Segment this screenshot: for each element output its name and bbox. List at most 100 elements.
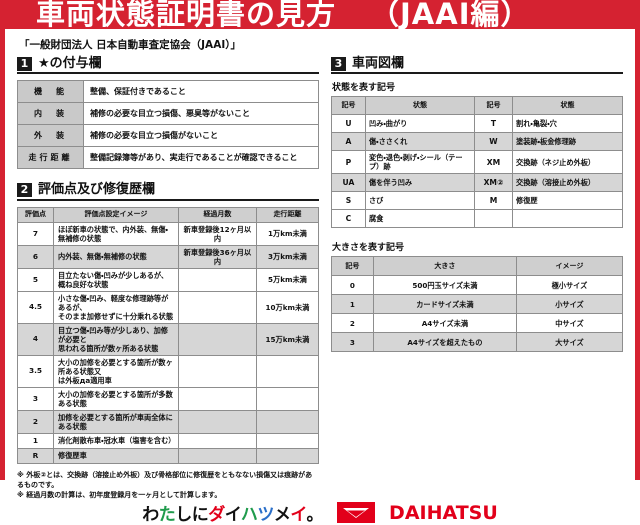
- size-table-subtitle: 大きさを表す記号: [331, 243, 404, 254]
- symbol-code: [474, 209, 513, 229]
- eval-months: [177, 432, 257, 449]
- table-row: 4.5 小さな傷・凹み、軽度な修理跡等があるが、 そのまま加修せずに十分乗れる状…: [17, 290, 319, 324]
- symbol-desc: 割れ・亀裂・穴: [512, 114, 623, 134]
- size-desc: カードサイズ未満: [372, 294, 517, 315]
- slogan-char: し: [175, 505, 192, 525]
- symbol-code: W: [474, 132, 513, 152]
- eval-point: 7: [17, 221, 54, 246]
- table-row: 4 目立つ傷・凹み等が少しあり、加修が必要と 思われる箇所が数ヶ所ある状態 15…: [17, 322, 319, 356]
- table-row: 2 加修を必要とする箇所が車両全体にある状態: [17, 409, 319, 434]
- section1-heading: 1 ★の付与欄: [17, 56, 319, 75]
- symbol-code: XM②: [474, 173, 513, 193]
- table-row: 機 能 整備、保証付きであること: [17, 80, 319, 104]
- symbol-desc: 腐食: [364, 209, 476, 229]
- size-code: 2: [330, 313, 374, 334]
- size-desc: A4サイズ未満: [372, 313, 517, 334]
- eval-months: [177, 290, 257, 324]
- col-header-size-image: イメージ: [515, 256, 624, 277]
- table-row: C 腐食: [330, 209, 623, 229]
- symbol-desc: 塗装跡・板金修理跡: [512, 132, 623, 152]
- eval-distance: [255, 447, 319, 464]
- size-image: 極小サイズ: [515, 275, 624, 296]
- star-row-label: 外 装: [17, 124, 84, 148]
- eval-distance: [255, 432, 319, 449]
- page-title-suffix: （JAAI編）: [370, 0, 531, 31]
- star-row-desc: 補修の必要な目立つ損傷がないこと: [83, 124, 319, 148]
- evaluation-points-table: 評価点 評価点設定イメージ 経過月数 走行距離 7 ほぼ新車の状態で、内外装、無…: [17, 206, 319, 464]
- table-row: 0 500円玉サイズ未満 極小サイズ: [330, 275, 624, 296]
- size-code: 1: [330, 294, 374, 315]
- table-row: 2 A4サイズ未満 中サイズ: [330, 313, 624, 334]
- symbol-code: UA: [330, 173, 366, 193]
- eval-distance: 15万km未満: [255, 322, 319, 356]
- eval-point: 2: [17, 409, 54, 434]
- page-title: 車両状態証明書の見方 （JAAI編）: [36, 0, 530, 29]
- left-column: 1 ★の付与欄 機 能 整備、保証付きであること 内 装 補修の必要な目立つ損傷…: [17, 56, 319, 500]
- symbol-desc: さび: [364, 191, 476, 211]
- size-code: 3: [330, 332, 374, 353]
- eval-image: 目立つ傷・凹み等が少しあり、加修が必要と 思われる箇所が数ヶ所ある状態: [53, 322, 179, 356]
- section1-title: ★の付与欄: [38, 56, 102, 71]
- eval-image: 消化剤散布車・冠水車（塩害を含む）: [53, 432, 179, 449]
- symbol-desc: 交換跡（ネジ止め外板）: [512, 150, 623, 175]
- size-code: 0: [330, 275, 374, 296]
- symbol-desc: 傷・ささくれ: [364, 132, 476, 152]
- table-row: R 修復歴車: [17, 447, 319, 464]
- daihatsu-logo-icon: [337, 502, 376, 524]
- slogan-char: ダ: [208, 505, 225, 525]
- symbol-desc: 傷を伴う凹み: [364, 173, 476, 193]
- eval-point: 1: [17, 432, 54, 449]
- eval-point: 4: [17, 322, 54, 356]
- col-header-state-1: 状態: [364, 96, 476, 116]
- eval-months: [177, 354, 257, 388]
- table-header-row: 記号 状態 記号 状態: [330, 96, 623, 116]
- star-row-desc: 整備、保証付きであること: [83, 80, 319, 104]
- condition-symbol-table: 記号 状態 記号 状態 U 凹み・曲がり T 割れ・亀裂・穴 A: [330, 96, 623, 229]
- symbol-code: M: [474, 191, 513, 211]
- section2-number: 2: [17, 183, 32, 198]
- eval-months: 新車登録後12ヶ月以内: [177, 221, 257, 246]
- col-header-symbol-1: 記号: [330, 96, 366, 116]
- eval-image: 大小の加修を必要とする箇所が数ヶ所ある状態又 は外板да適用車: [53, 354, 179, 388]
- eval-point: 5: [17, 267, 54, 292]
- size-image: 大サイズ: [515, 332, 624, 353]
- table-row: 3 A4サイズを超えたもの 大サイズ: [330, 332, 624, 353]
- slogan-char: わ: [142, 505, 159, 525]
- section1-number: 1: [17, 57, 32, 72]
- table-row: 内 装 補修の必要な目立つ損傷、悪臭等がないこと: [17, 102, 319, 126]
- table-row: 7 ほぼ新車の状態で、内外装、無傷・無補修の状態 新車登録後12ヶ月以内 1万k…: [17, 221, 319, 246]
- table-header-row: 記号 大きさ イメージ: [330, 256, 624, 277]
- table-row: UA 傷を伴う凹み XM② 交換跡（溶接止め外板）: [330, 173, 623, 193]
- eval-months: [177, 267, 257, 292]
- section3-heading: 3 車両図欄: [330, 56, 623, 75]
- slogan-char: イ: [224, 505, 242, 525]
- section3-number: 3: [330, 57, 346, 72]
- eval-point: 3.5: [17, 354, 54, 388]
- symbol-desc: [512, 209, 623, 229]
- symbol-code: S: [330, 191, 366, 211]
- symbol-table-subtitle: 状態を表す記号: [331, 83, 395, 94]
- footnote-2: ※ 経過月数の計算は、初年度登録月を一ヶ月として計算します。: [17, 490, 222, 499]
- size-image: 小サイズ: [515, 294, 624, 315]
- table-row: S さび M 修復歴: [330, 191, 623, 211]
- association-line: 「一般財団法人 日本自動車査定協会（JAAI）」: [19, 39, 241, 51]
- col-header-point: 評価点: [17, 206, 54, 223]
- table-row: 3 大小の加修を必要とする箇所が多数ある状態: [17, 386, 319, 411]
- col-header-months: 経過月数: [177, 206, 257, 223]
- symbol-desc: 凹み・曲がり: [364, 114, 476, 134]
- col-header-size-symbol: 記号: [330, 256, 374, 277]
- size-image: 中サイズ: [515, 313, 624, 334]
- eval-distance: [255, 409, 319, 434]
- table-row: 5 目立たない傷・凹みが少しあるが、概ね良好な状態 5万km未満: [17, 267, 319, 292]
- table-header-row: 評価点 評価点設定イメージ 経過月数 走行距離: [17, 206, 319, 223]
- slogan-char: メ: [273, 505, 291, 525]
- eval-image: ほぼ新車の状態で、内外装、無傷・無補修の状態: [53, 221, 179, 246]
- star-row-desc: 補修の必要な目立つ損傷、悪臭等がないこと: [83, 102, 319, 126]
- page-title-main: 車両状態証明書の見方: [36, 0, 337, 31]
- star-row-label: 機 能: [17, 80, 84, 104]
- table-row: A 傷・ささくれ W 塗装跡・板金修理跡: [330, 132, 623, 152]
- slogan-char: ハ: [240, 505, 258, 525]
- size-symbol-table: 記号 大きさ イメージ 0 500円玉サイズ未満 極小サイズ 1 カードサイズ未…: [330, 256, 624, 353]
- eval-months: [177, 409, 257, 434]
